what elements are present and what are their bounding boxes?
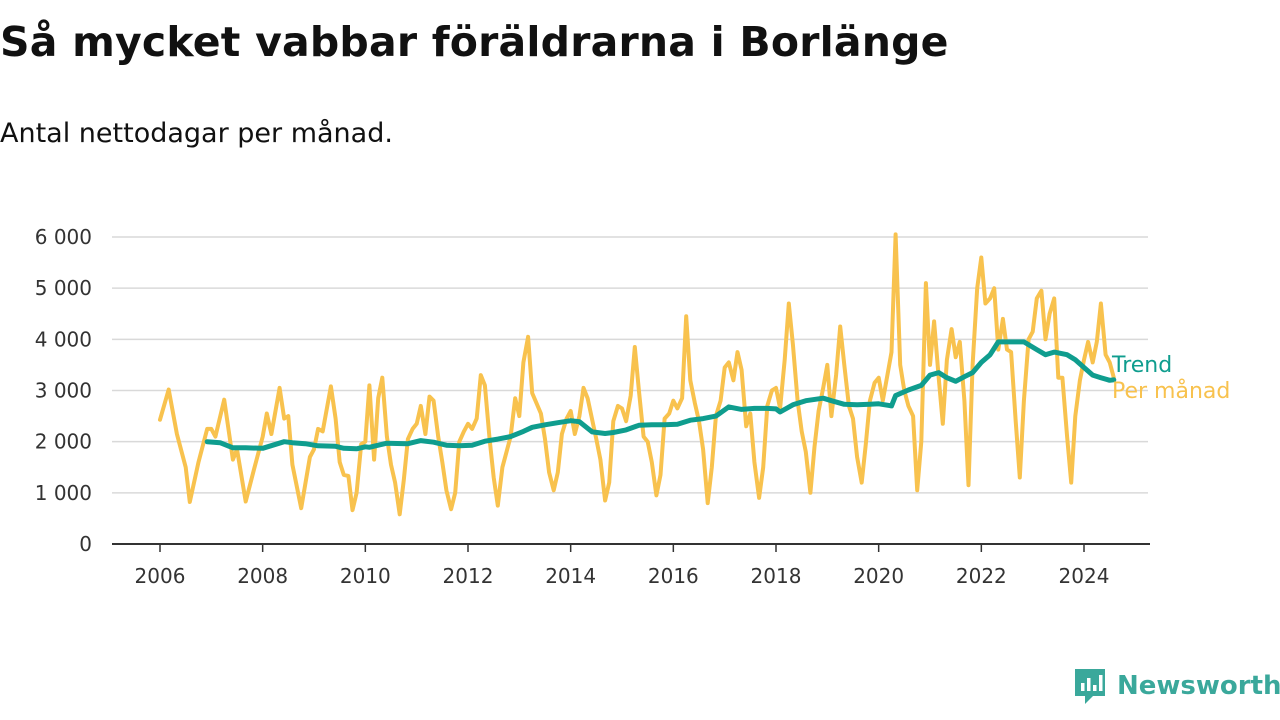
x-axis: 2006 2008 2010 2012 2014 2016 2018 2020 2022 2024 (112, 543, 1150, 588)
series-lines (158, 232, 1117, 517)
brand-name: Newsworthy (1117, 671, 1280, 701)
x-tick-label: 2014 (545, 564, 596, 588)
y-tick-label: 1 000 (35, 481, 92, 505)
x-tick-label: 2008 (237, 564, 288, 588)
x-tick-label: 2018 (751, 564, 802, 588)
x-tick-label: 2016 (648, 564, 699, 588)
trend-line (204, 339, 1117, 452)
y-tick-label: 5 000 (35, 276, 92, 300)
per-month-line (158, 232, 1116, 517)
x-tick-label: 2010 (340, 564, 391, 588)
y-tick-label: 2 000 (35, 430, 92, 454)
y-tick-label: 6 000 (35, 225, 92, 249)
chart-subtitle: Antal nettodagar per månad. (0, 118, 393, 149)
y-tick-label: 0 (79, 532, 92, 556)
legend-label-trend: Trend (1111, 353, 1172, 378)
x-tick-label: 2006 (135, 564, 186, 588)
y-tick-label: 4 000 (35, 327, 92, 351)
x-tick-label: 2020 (853, 564, 904, 588)
x-tick-label: 2012 (443, 564, 494, 588)
chart-title: Så mycket vabbar föräldrarna i Borlänge (0, 18, 949, 66)
gridlines (112, 236, 1148, 494)
x-tick-label: 2024 (1059, 564, 1110, 588)
y-axis: 0 1 000 2 000 3 000 4 000 5 000 6 000 (35, 225, 92, 556)
legend-label-per-month: Per månad (1112, 378, 1230, 404)
x-tick-label: 2022 (956, 564, 1007, 588)
y-tick-label: 3 000 (35, 379, 92, 403)
newsworthy-logo-icon (1075, 669, 1105, 704)
newsworthy-brand: Newsworthy (1073, 666, 1280, 706)
